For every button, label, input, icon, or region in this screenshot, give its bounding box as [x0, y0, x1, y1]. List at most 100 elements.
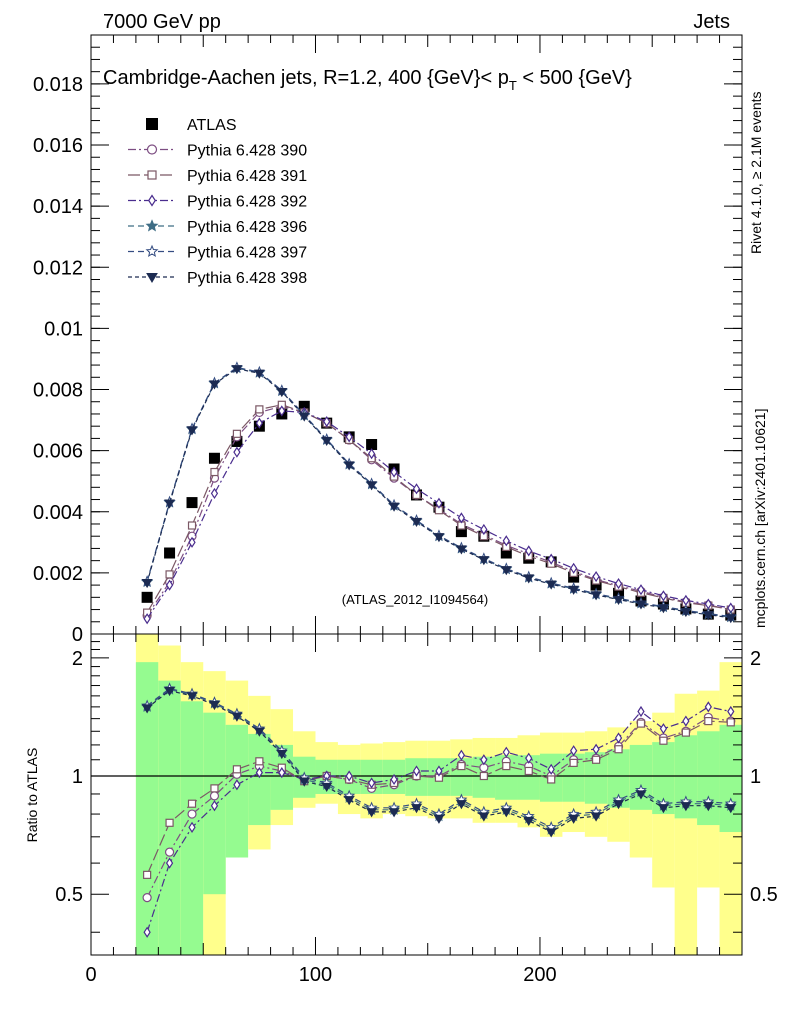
band-green	[584, 752, 608, 804]
data-point	[502, 535, 510, 547]
ratio-point	[725, 804, 737, 814]
ratio-point	[165, 857, 174, 869]
xtick-label: 0	[85, 964, 96, 986]
legend-label: Pythia 6.428 391	[187, 168, 307, 185]
ratio-point	[255, 757, 264, 766]
data-point	[276, 387, 288, 398]
ratio-ytick-label: 1	[72, 766, 83, 788]
data-point	[143, 613, 151, 625]
header-right: Jets	[693, 11, 730, 33]
main-ytick-label: 0.018	[33, 74, 83, 96]
data-point	[412, 483, 421, 495]
ratio-frame	[90, 633, 743, 956]
data-point	[232, 429, 242, 438]
ratio-point	[321, 782, 333, 793]
band-green	[450, 758, 473, 796]
legend-entry: Pythia 6.428 390	[128, 143, 307, 160]
band-green	[562, 753, 585, 802]
data-point	[343, 461, 355, 471]
ratio-point	[457, 749, 466, 761]
ratio-point	[232, 765, 242, 774]
legend-entry: Pythia 6.428 397	[128, 245, 307, 262]
series-5	[141, 361, 737, 622]
main-ytick-label: 0.012	[33, 257, 83, 279]
data-point	[592, 570, 600, 583]
ratio-point	[681, 728, 690, 737]
ratio-point	[635, 790, 647, 800]
ratio-point	[704, 716, 713, 726]
xtick-label: 200	[523, 964, 556, 986]
ratio-plot: 0.5 0.5 1 1 2 2 0 100 200 Ratio to ATLAS	[24, 633, 778, 986]
ratio-point	[502, 761, 511, 771]
ratio-point	[209, 700, 220, 711]
legend-entry: Pythia 6.428 398	[128, 270, 307, 287]
data-point	[725, 614, 737, 624]
band-green	[697, 731, 720, 826]
ratio-point	[659, 723, 668, 735]
chart-title: Cambridge-Aachen jets, R=1.2, 400 {GeV}<…	[103, 67, 632, 93]
ratio-point	[367, 777, 376, 789]
ratio-ytick-label: 2	[72, 648, 83, 670]
data-point	[187, 521, 197, 530]
ratio-point	[547, 775, 556, 784]
data-point	[545, 580, 557, 590]
ratio-point	[276, 750, 288, 760]
band-green	[517, 755, 540, 800]
data-point	[456, 545, 467, 555]
ratio-point	[637, 705, 645, 718]
legend-entry: Pythia 6.428 391	[128, 168, 307, 185]
data-point	[210, 487, 219, 500]
main-ytick-label: 0	[72, 624, 83, 646]
ratio-point	[569, 758, 578, 767]
legend-marker	[148, 194, 156, 207]
ratio-point	[592, 743, 600, 755]
ratio-series-2	[143, 701, 735, 938]
chart-title-tail: < 500 {GeV}	[517, 67, 632, 89]
ratio-ytick-label: 0.5	[55, 884, 83, 906]
legend: ATLAS Pythia 6.428 390 Pythia 6.428 391 Pyt…	[128, 117, 307, 287]
data-point	[547, 553, 555, 565]
ratio-point	[388, 808, 400, 818]
legend-entry: ATLAS	[146, 117, 237, 134]
series-line	[146, 368, 731, 619]
ratio-point	[480, 754, 488, 766]
ratio-point	[164, 847, 175, 857]
data-point	[255, 417, 264, 429]
legend-label: Pythia 6.428 396	[187, 219, 307, 236]
main-ytick-label: 0.014	[33, 196, 83, 218]
data-point	[164, 547, 176, 559]
ratio-point	[143, 926, 151, 938]
legend-marker	[146, 144, 158, 155]
ratio-point	[188, 821, 196, 833]
data-point	[164, 499, 175, 509]
data-point	[500, 566, 512, 576]
ratio-point	[456, 800, 467, 810]
legend-marker	[145, 219, 159, 232]
band-green	[674, 735, 698, 819]
ratio-point	[141, 704, 153, 714]
band-green	[719, 724, 742, 833]
ratio-point	[614, 745, 623, 754]
main-ytick-label: 0.008	[33, 380, 83, 402]
legend-label: Pythia 6.428 397	[187, 245, 307, 262]
ratio-point	[210, 800, 219, 812]
legend-marker	[145, 244, 159, 258]
data-point	[367, 448, 376, 460]
ratio-point	[433, 814, 445, 824]
band-green	[607, 749, 630, 808]
data-point	[186, 497, 198, 509]
ratio-point	[209, 791, 220, 801]
series-line	[146, 367, 731, 618]
legend-label: ATLAS	[187, 117, 237, 134]
ratio-point	[435, 765, 443, 777]
ratio-point	[390, 773, 398, 786]
data-point	[523, 574, 535, 584]
data-point	[141, 579, 153, 589]
ratio-ytick-label-right: 2	[750, 648, 761, 670]
main-ytick-label: 0.006	[33, 441, 83, 463]
ratio-point	[366, 808, 377, 818]
data-point	[208, 452, 220, 464]
ratio-point	[278, 767, 286, 779]
header-left: 7000 GeV pp	[103, 11, 221, 33]
